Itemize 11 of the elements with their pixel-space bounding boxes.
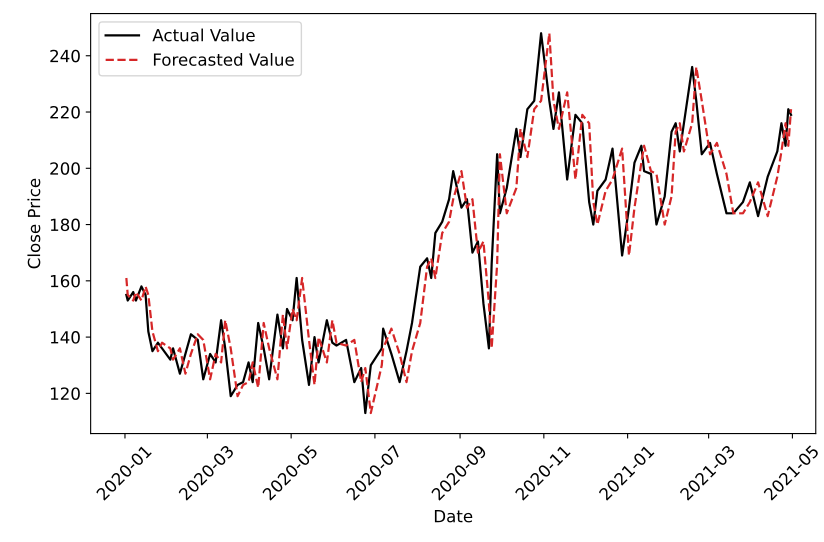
x-axis-title: Date (434, 510, 472, 522)
legend-label: Forecasted Value (154, 53, 294, 66)
y-axis-title: Close Price (27, 178, 40, 268)
y-tick-label: 140 (50, 331, 80, 344)
legend-label: Actual Value (152, 28, 255, 42)
y-tick-label: 180 (50, 218, 80, 232)
y-tick-label: 220 (50, 106, 80, 119)
y-tick-label: 120 (50, 387, 80, 400)
y-tick-label: 160 (50, 274, 80, 288)
y-tick-label: 200 (50, 162, 80, 175)
y-tick-label: 240 (50, 50, 80, 62)
